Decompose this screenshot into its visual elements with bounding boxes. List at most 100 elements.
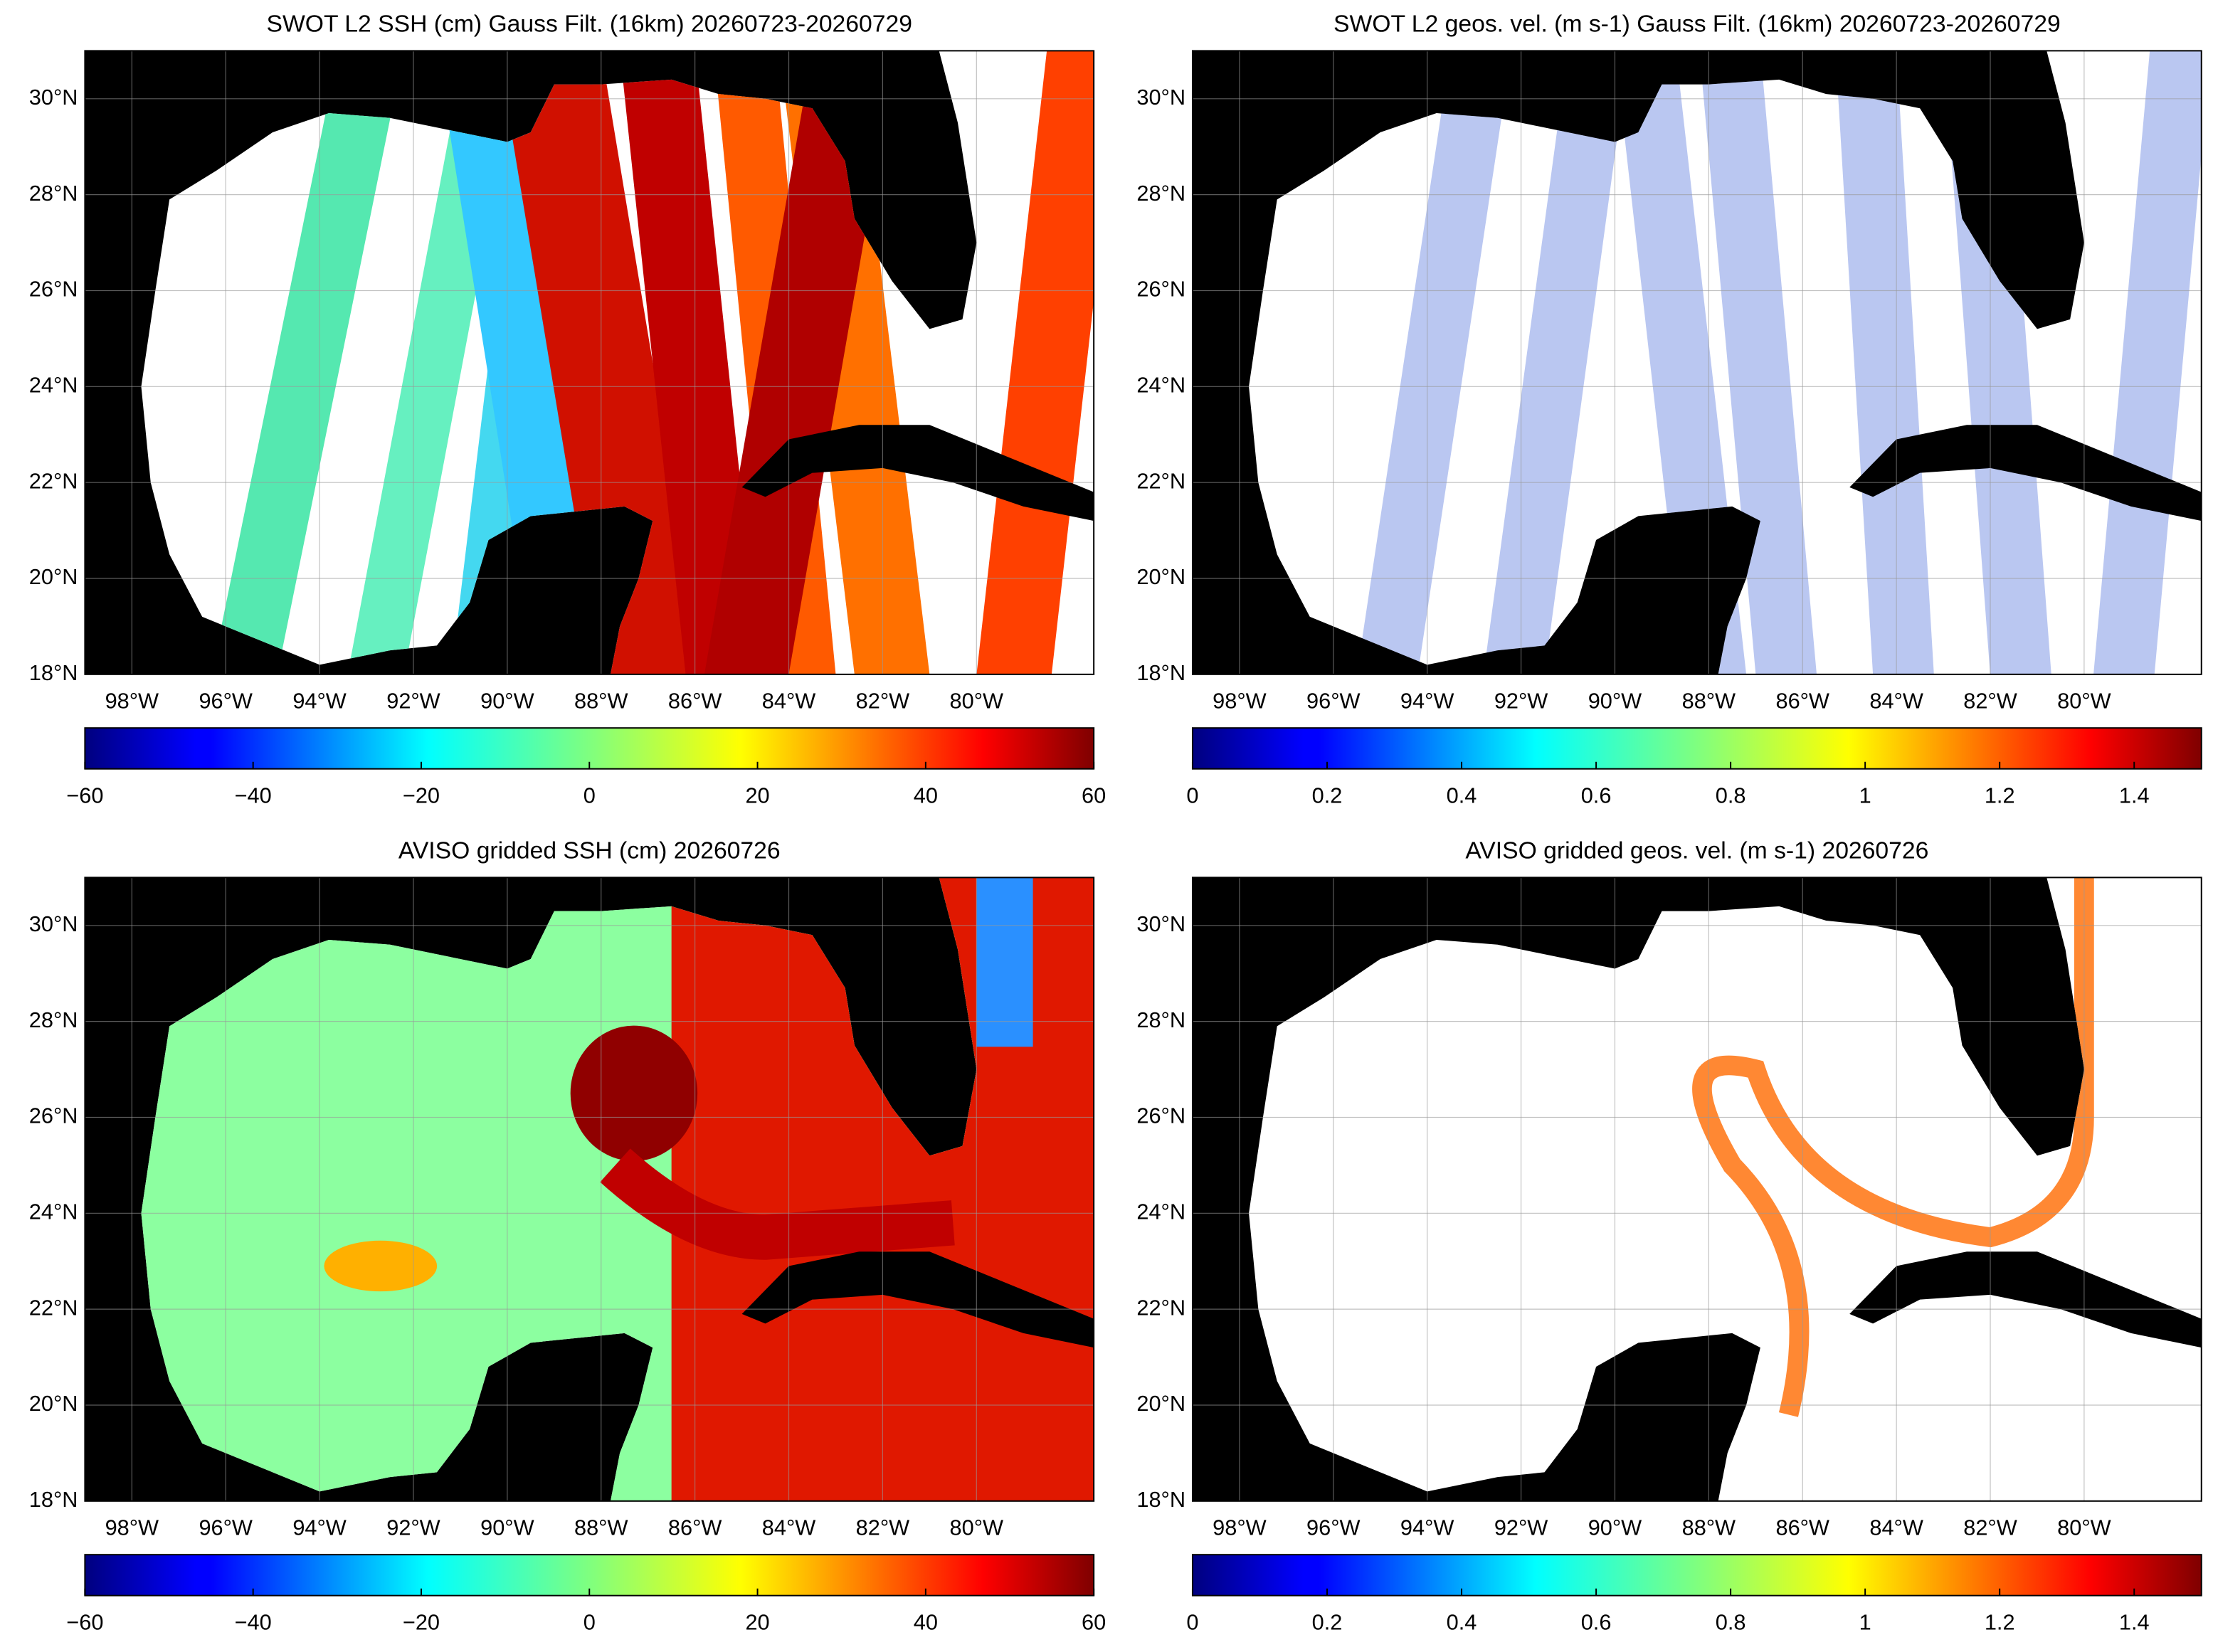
- panel-title: SWOT L2 SSH (cm) Gauss Filt. (16km) 2026…: [267, 11, 912, 38]
- colorbar-tick-label: 0.6: [1581, 783, 1612, 808]
- island: [1849, 425, 2202, 521]
- x-tick-label: 92°W: [386, 689, 440, 714]
- x-tick-label: 94°W: [292, 1515, 346, 1540]
- x-tick-label: 98°W: [105, 1515, 159, 1540]
- x-tick-label: 98°W: [105, 689, 159, 714]
- colorbar-tick-label: 0: [583, 783, 596, 808]
- island: [1849, 1251, 2202, 1348]
- colorbar-tick-label: 40: [914, 783, 938, 808]
- colorbar-tick-label: 1: [1859, 1609, 1871, 1634]
- colorbar-tick-label: 0: [1186, 783, 1198, 808]
- colorbar-tick-label: 0.4: [1447, 783, 1477, 808]
- x-tick-label: 86°W: [1775, 1515, 1829, 1540]
- y-tick-label: 22°N: [1136, 468, 1185, 493]
- colorbar-tick-label: −60: [66, 1609, 103, 1634]
- x-tick-label: 96°W: [1306, 1515, 1360, 1540]
- colorbar-tick-label: 0.4: [1447, 1609, 1477, 1634]
- panel-title: SWOT L2 geos. vel. (m s-1) Gauss Filt. (…: [1333, 11, 2061, 38]
- x-tick-label: 96°W: [1306, 689, 1360, 714]
- y-tick-label: 30°N: [29, 911, 78, 936]
- island: [741, 425, 1094, 521]
- panel: SWOT L2 SSH (cm) Gauss Filt. (16km) 2026…: [29, 11, 1106, 808]
- colorbar-tick-label: 0.8: [1716, 1609, 1746, 1634]
- x-tick-label: 96°W: [199, 1515, 252, 1540]
- y-tick-label: 26°N: [1136, 1103, 1185, 1128]
- x-tick-label: 84°W: [1869, 689, 1923, 714]
- colorbar-tick-label: 60: [1082, 783, 1106, 808]
- colorbar-tick-label: 0.2: [1312, 1609, 1343, 1634]
- colorbar-tick-label: 0: [583, 1609, 596, 1634]
- ssh-field: [600, 1148, 955, 1260]
- colorbar-tick-label: 0.2: [1312, 783, 1343, 808]
- panel-title: AVISO gridded SSH (cm) 20260726: [398, 837, 781, 864]
- swath: [620, 51, 761, 674]
- x-tick-label: 86°W: [668, 689, 722, 714]
- x-tick-label: 80°W: [950, 689, 1003, 714]
- y-tick-label: 30°N: [1136, 911, 1185, 936]
- x-tick-label: 82°W: [1963, 1515, 2017, 1540]
- x-tick-label: 82°W: [1963, 689, 2017, 714]
- swath: [1835, 51, 1934, 674]
- y-tick-label: 28°N: [1136, 181, 1185, 206]
- map-frame: [1191, 877, 2202, 1502]
- x-tick-label: 84°W: [762, 689, 815, 714]
- x-tick-label: 88°W: [1682, 689, 1736, 714]
- x-tick-label: 90°W: [480, 689, 534, 714]
- y-tick-label: 24°N: [1136, 1199, 1185, 1224]
- x-tick-label: 90°W: [1588, 1515, 1642, 1540]
- colorbar-tick-label: −40: [235, 783, 272, 808]
- y-tick-label: 22°N: [29, 468, 78, 493]
- ssh-field: [976, 877, 1033, 1047]
- y-tick-label: 18°N: [1136, 1487, 1185, 1512]
- panel: AVISO gridded geos. vel. (m s-1) 2026072…: [1136, 837, 2202, 1634]
- y-tick-label: 22°N: [29, 1295, 78, 1320]
- x-tick-label: 82°W: [856, 689, 909, 714]
- x-tick-label: 80°W: [950, 1515, 1003, 1540]
- x-tick-label: 92°W: [386, 1515, 440, 1540]
- x-tick-label: 96°W: [199, 689, 252, 714]
- y-tick-label: 28°N: [29, 181, 78, 206]
- colorbar-tick-label: −60: [66, 783, 103, 808]
- field: [211, 51, 1094, 674]
- ssh-field: [324, 1240, 438, 1292]
- y-tick-label: 24°N: [29, 372, 78, 397]
- colorbar-tick-label: −20: [403, 783, 440, 808]
- panel: AVISO gridded SSH (cm) 20260726 98°W 96°W 9…: [29, 837, 1106, 1635]
- current: [1692, 877, 2094, 1417]
- y-tick-label: 20°N: [1136, 564, 1185, 589]
- x-tick-label: 90°W: [1588, 689, 1642, 714]
- map-frame: [1191, 50, 2202, 675]
- x-tick-label: 94°W: [1400, 689, 1454, 714]
- x-tick-label: 92°W: [1494, 1515, 1548, 1540]
- colorbar: [1191, 1554, 2202, 1597]
- swath: [976, 51, 1094, 674]
- swath: [1483, 51, 1630, 674]
- swath: [2093, 51, 2202, 674]
- y-tick-label: 28°N: [29, 1007, 78, 1032]
- y-tick-label: 30°N: [29, 85, 78, 110]
- x-tick-label: 88°W: [574, 689, 628, 714]
- map-frame: [84, 50, 1095, 675]
- colorbar-tick-label: 1.2: [1985, 1609, 2015, 1634]
- swath: [1699, 51, 1817, 674]
- panel-title: AVISO gridded geos. vel. (m s-1) 2026072…: [1465, 837, 1928, 864]
- y-tick-label: 26°N: [29, 1103, 78, 1128]
- colorbar-tick-label: 40: [914, 1609, 938, 1634]
- x-tick-label: 98°W: [1213, 689, 1266, 714]
- x-tick-label: 80°W: [2057, 1515, 2111, 1540]
- y-tick-label: 26°N: [1136, 277, 1185, 302]
- x-tick-label: 84°W: [1869, 1515, 1923, 1540]
- x-tick-label: 86°W: [668, 1515, 722, 1540]
- colorbar-tick-label: 60: [1082, 1609, 1106, 1634]
- y-tick-label: 20°N: [1136, 1391, 1185, 1416]
- y-tick-label: 28°N: [1136, 1007, 1185, 1032]
- y-tick-label: 20°N: [29, 1391, 78, 1416]
- y-tick-label: 24°N: [29, 1199, 78, 1224]
- ocean: [1249, 51, 2202, 674]
- y-tick-label: 26°N: [29, 277, 78, 302]
- colorbar-tick-label: 0.6: [1581, 1609, 1612, 1634]
- y-tick-label: 18°N: [29, 1487, 78, 1512]
- x-tick-label: 86°W: [1775, 689, 1829, 714]
